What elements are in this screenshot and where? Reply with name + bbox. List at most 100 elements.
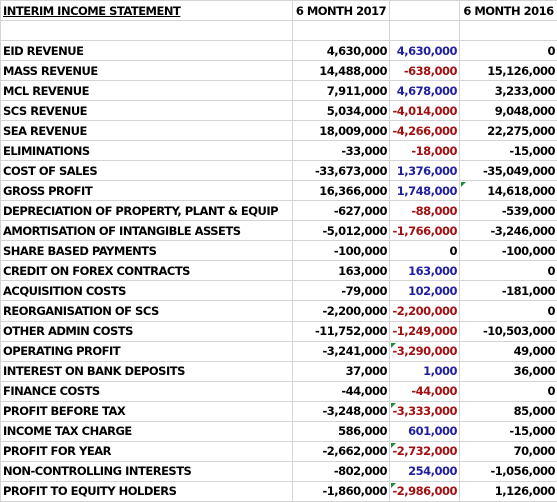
row-label[interactable]: FINANCE COSTS — [0, 380, 293, 402]
value-2017[interactable]: 37,000 — [292, 360, 390, 382]
value-2016[interactable]: 22,275,000 — [459, 120, 557, 142]
value-2016[interactable]: 49,000 — [459, 340, 557, 362]
value-change[interactable]: 4,630,000 — [389, 40, 460, 62]
row-label[interactable]: SHARE BASED PAYMENTS — [0, 240, 293, 262]
value-2017[interactable]: -2,200,000 — [292, 300, 390, 322]
value-2016[interactable]: 0 — [459, 260, 557, 282]
value-2017[interactable]: 586,000 — [292, 420, 390, 442]
value-2016[interactable]: -539,000 — [459, 200, 557, 222]
value-2016[interactable]: -181,000 — [459, 280, 557, 302]
value-2017[interactable]: 5,034,000 — [292, 100, 390, 122]
row-label[interactable]: OPERATING PROFIT — [0, 340, 293, 362]
value-2017[interactable]: 7,911,000 — [292, 80, 390, 102]
value-2016[interactable]: -100,000 — [459, 240, 557, 262]
value-2017[interactable]: -33,000 — [292, 140, 390, 162]
value-2016[interactable]: 36,000 — [459, 360, 557, 382]
value-2017[interactable]: -627,000 — [292, 200, 390, 222]
row-label[interactable]: SCS REVENUE — [0, 100, 293, 122]
value-change[interactable]: 163,000 — [389, 260, 460, 282]
value-change[interactable]: -2,732,000 — [389, 440, 460, 462]
statement-title[interactable]: INTERIM INCOME STATEMENT — [0, 0, 293, 22]
blank-cell[interactable] — [389, 20, 460, 42]
value-2016[interactable]: 0 — [459, 40, 557, 62]
value-2016[interactable]: 0 — [459, 380, 557, 402]
value-2017[interactable]: -3,248,000 — [292, 400, 390, 422]
row-label[interactable]: SEA REVENUE — [0, 120, 293, 142]
row-label[interactable]: PROFIT FOR YEAR — [0, 440, 293, 462]
value-change[interactable]: 601,000 — [389, 420, 460, 442]
value-change[interactable]: 4,678,000 — [389, 80, 460, 102]
row-label[interactable]: CREDIT ON FOREX CONTRACTS — [0, 260, 293, 282]
value-2016[interactable]: 70,000 — [459, 440, 557, 462]
column-header-change[interactable] — [389, 0, 460, 22]
value-change[interactable]: -638,000 — [389, 60, 460, 82]
row-label[interactable]: COST OF SALES — [0, 160, 293, 182]
row-label[interactable]: INCOME TAX CHARGE — [0, 420, 293, 442]
value-change[interactable]: -4,014,000 — [389, 100, 460, 122]
row-label[interactable]: MASS REVENUE — [0, 60, 293, 82]
value-change[interactable]: 1,748,000 — [389, 180, 460, 202]
row-label[interactable]: DEPRECIATION OF PROPERTY, PLANT & EQUIP — [0, 200, 293, 222]
value-2016[interactable]: 85,000 — [459, 400, 557, 422]
value-2017[interactable]: 14,488,000 — [292, 60, 390, 82]
value-change[interactable]: 102,000 — [389, 280, 460, 302]
value-change[interactable]: 0 — [389, 240, 460, 262]
value-change[interactable]: -4,266,000 — [389, 120, 460, 142]
blank-cell[interactable] — [0, 20, 293, 42]
value-2016[interactable]: 0 — [459, 300, 557, 322]
row-label[interactable]: MCL REVENUE — [0, 80, 293, 102]
value-change[interactable]: -3,290,000 — [389, 340, 460, 362]
value-2017[interactable]: -2,662,000 — [292, 440, 390, 462]
value-change[interactable]: -44,000 — [389, 380, 460, 402]
row-label[interactable]: EID REVENUE — [0, 40, 293, 62]
value-change[interactable]: -2,200,000 — [389, 300, 460, 322]
value-change[interactable]: -1,249,000 — [389, 320, 460, 342]
value-change[interactable]: 1,000 — [389, 360, 460, 382]
row-label[interactable]: ELIMINATIONS — [0, 140, 293, 162]
row-label[interactable]: NON-CONTROLLING INTERESTS — [0, 460, 293, 482]
value-2016[interactable]: -15,000 — [459, 140, 557, 162]
value-change[interactable]: -2,986,000 — [389, 480, 460, 502]
value-change[interactable]: 1,376,000 — [389, 160, 460, 182]
column-header-2016[interactable]: 6 MONTH 2016 — [459, 0, 557, 22]
row-label[interactable]: AMORTISATION OF INTANGIBLE ASSETS — [0, 220, 293, 242]
value-2017[interactable]: -1,860,000 — [292, 480, 390, 502]
value-change[interactable]: -18,000 — [389, 140, 460, 162]
row-label[interactable]: REORGANISATION OF SCS — [0, 300, 293, 322]
column-header-2017[interactable]: 6 MONTH 2017 — [292, 0, 390, 22]
row-label[interactable]: OTHER ADMIN COSTS — [0, 320, 293, 342]
value-2016[interactable]: 3,233,000 — [459, 80, 557, 102]
value-2016[interactable]: 9,048,000 — [459, 100, 557, 122]
value-2017[interactable]: 163,000 — [292, 260, 390, 282]
value-change[interactable]: -88,000 — [389, 200, 460, 222]
value-2017[interactable]: -44,000 — [292, 380, 390, 402]
value-2016[interactable]: 14,618,000 — [459, 180, 557, 202]
value-2017[interactable]: 16,366,000 — [292, 180, 390, 202]
value-2017[interactable]: 4,630,000 — [292, 40, 390, 62]
value-2016[interactable]: -35,049,000 — [459, 160, 557, 182]
value-2017[interactable]: -100,000 — [292, 240, 390, 262]
row-label[interactable]: ACQUISITION COSTS — [0, 280, 293, 302]
value-2016[interactable]: 15,126,000 — [459, 60, 557, 82]
value-2017[interactable]: -5,012,000 — [292, 220, 390, 242]
value-2017[interactable]: -33,673,000 — [292, 160, 390, 182]
value-2016[interactable]: -15,000 — [459, 420, 557, 442]
row-label[interactable]: GROSS PROFIT — [0, 180, 293, 202]
value-2017[interactable]: -802,000 — [292, 460, 390, 482]
value-2017[interactable]: -79,000 — [292, 280, 390, 302]
value-2017[interactable]: -3,241,000 — [292, 340, 390, 362]
row-label[interactable]: INTEREST ON BANK DEPOSITS — [0, 360, 293, 382]
value-2017[interactable]: -11,752,000 — [292, 320, 390, 342]
value-change[interactable]: -1,766,000 — [389, 220, 460, 242]
value-2017[interactable]: 18,009,000 — [292, 120, 390, 142]
value-change[interactable]: 254,000 — [389, 460, 460, 482]
value-2016[interactable]: -10,503,000 — [459, 320, 557, 342]
value-2016[interactable]: -1,056,000 — [459, 460, 557, 482]
value-2016[interactable]: 1,126,000 — [459, 480, 557, 502]
value-2016[interactable]: -3,246,000 — [459, 220, 557, 242]
row-label[interactable]: PROFIT BEFORE TAX — [0, 400, 293, 422]
blank-cell[interactable] — [292, 20, 390, 42]
blank-cell[interactable] — [459, 20, 557, 42]
value-change[interactable]: -3,333,000 — [389, 400, 460, 422]
row-label[interactable]: PROFIT TO EQUITY HOLDERS — [0, 480, 293, 502]
